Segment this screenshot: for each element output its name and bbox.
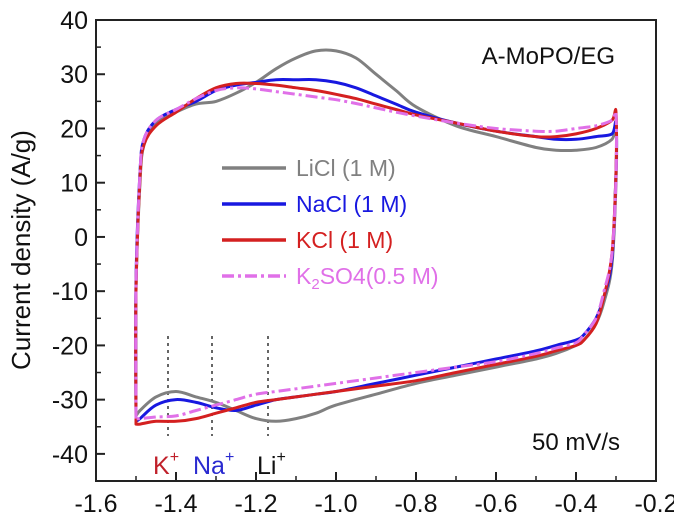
- x-tick-label: -0.2: [634, 490, 674, 518]
- axis-tick-labels: -1.6 -1.4 -1.2 -1.0 -0.8 -0.6 -0.4 -0.2 -40 -30 -2…: [52, 7, 674, 518]
- y-tick-label: 30: [60, 61, 88, 89]
- ion-label: Na+: [193, 449, 234, 480]
- x-tick-label: -0.6: [474, 490, 517, 518]
- y-tick-label: -30: [52, 387, 88, 415]
- series-layer: [134, 48, 619, 426]
- series-line-licl-1-m: [134, 48, 619, 423]
- ion-label: K+: [153, 449, 179, 480]
- x-tick-label: -0.4: [554, 490, 597, 518]
- axis-ticks: [95, 19, 657, 481]
- x-tick-label: -1.0: [314, 490, 357, 518]
- y-tick-label: 20: [60, 115, 88, 143]
- scan-rate-annotation: 50 mV/s: [532, 429, 620, 456]
- y-axis-label: Current density (A/g): [6, 130, 36, 370]
- y-tick-label: -40: [52, 441, 88, 469]
- y-tick-label: 40: [60, 7, 88, 35]
- x-tick-label: -1.2: [234, 490, 277, 518]
- y-tick-label: -20: [52, 332, 88, 360]
- legend-label: K2SO4(0.5 M): [296, 263, 439, 293]
- y-tick-label: 0: [74, 224, 88, 252]
- legend: LiCl (1 M) NaCl (1 M) KCl (1 M) K2SO4(0.5 M…: [222, 155, 439, 293]
- legend-label: LiCl (1 M): [296, 155, 396, 181]
- x-tick-label: -1.6: [74, 490, 117, 518]
- ion-label: Li+: [257, 449, 286, 480]
- legend-label: NaCl (1 M): [296, 191, 407, 217]
- x-tick-label: -1.4: [154, 490, 197, 518]
- series-line-k2so4-0-5-m: [134, 86, 619, 421]
- y-tick-label: -10: [52, 278, 88, 306]
- series-line-kcl-1-m: [134, 81, 619, 426]
- legend-label: KCl (1 M): [296, 227, 393, 253]
- ion-marker-lines: [167, 336, 269, 436]
- y-tick-label: 10: [60, 170, 88, 198]
- sample-annotation: A-MoPO/EG: [482, 43, 615, 70]
- ion-labels: K+ Na+ Li+: [153, 449, 286, 480]
- x-tick-label: -0.8: [394, 490, 437, 518]
